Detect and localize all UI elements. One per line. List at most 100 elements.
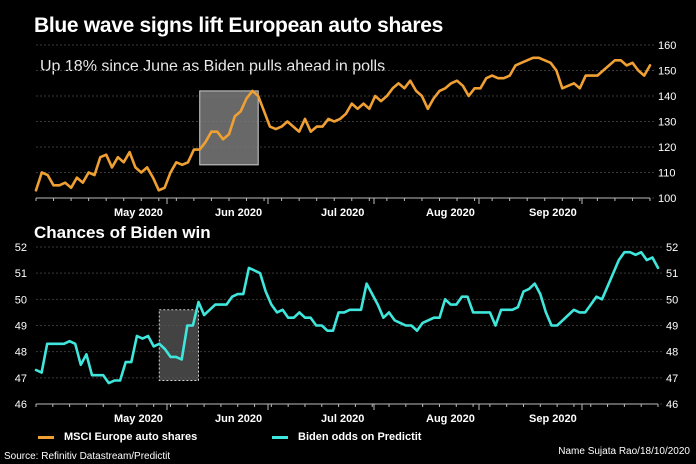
lower-data-point bbox=[489, 311, 491, 313]
upper-data-point bbox=[117, 156, 119, 158]
upper-data-point bbox=[608, 64, 610, 66]
upper-data-point bbox=[123, 161, 125, 163]
lower-x-tick-label: Jul 2020 bbox=[321, 413, 364, 425]
lower-data-point bbox=[360, 309, 362, 311]
upper-data-point bbox=[643, 75, 645, 77]
lower-data-point bbox=[567, 314, 569, 316]
upper-data-point bbox=[339, 118, 341, 120]
upper-data-point bbox=[175, 161, 177, 163]
upper-data-point bbox=[146, 166, 148, 168]
lower-data-point bbox=[237, 293, 239, 295]
lower-data-point bbox=[231, 296, 233, 298]
lower-data-point bbox=[405, 325, 407, 327]
upper-data-point bbox=[310, 131, 312, 133]
upper-data-point bbox=[187, 161, 189, 163]
lower-y-tick-label-left: 49 bbox=[15, 321, 27, 333]
legend-swatch-orange bbox=[38, 435, 54, 439]
upper-x-tick-label: Aug 2020 bbox=[426, 207, 475, 219]
lower-data-point bbox=[321, 325, 323, 327]
lower-data-point bbox=[85, 353, 87, 355]
lower-data-point bbox=[444, 298, 446, 300]
upper-data-point bbox=[374, 95, 376, 97]
upper-data-point bbox=[515, 64, 517, 66]
upper-data-point bbox=[380, 100, 382, 102]
lower-data-point bbox=[186, 325, 188, 327]
lower-data-point bbox=[74, 343, 76, 345]
lower-data-point bbox=[130, 361, 132, 363]
lower-data-point bbox=[326, 330, 328, 332]
lower-y-tick-label: 50 bbox=[666, 294, 678, 306]
lower-y-tick-label-left: 46 bbox=[15, 399, 27, 411]
lower-data-point bbox=[388, 311, 390, 313]
lower-data-point bbox=[399, 322, 401, 324]
lower-data-point bbox=[556, 325, 558, 327]
upper-data-point bbox=[263, 110, 265, 112]
lower-data-point bbox=[97, 374, 99, 376]
upper-data-point bbox=[620, 59, 622, 61]
upper-data-point bbox=[193, 149, 195, 151]
upper-data-point bbox=[64, 182, 66, 184]
lower-data-point bbox=[528, 288, 530, 290]
lower-y-tick-label-left: 52 bbox=[15, 242, 27, 254]
lower-y-tick-label: 47 bbox=[666, 373, 678, 385]
lower-data-point bbox=[422, 322, 424, 324]
upper-highlight-box bbox=[199, 90, 259, 166]
upper-data-point bbox=[228, 133, 230, 135]
lower-data-point bbox=[226, 304, 228, 306]
upper-data-point bbox=[269, 126, 271, 128]
lower-data-point bbox=[595, 296, 597, 298]
upper-data-point bbox=[292, 126, 294, 128]
upper-data-point bbox=[181, 164, 183, 166]
lower-data-point bbox=[338, 311, 340, 313]
lower-x-tick-label: Sep 2020 bbox=[529, 413, 577, 425]
lower-data-point bbox=[534, 283, 536, 285]
lower-data-point bbox=[478, 311, 480, 313]
lower-data-point bbox=[198, 301, 200, 303]
lower-data-point bbox=[511, 309, 513, 311]
lower-data-point bbox=[298, 311, 300, 313]
upper-data-point bbox=[351, 103, 353, 105]
upper-data-point bbox=[450, 82, 452, 84]
upper-data-point bbox=[479, 87, 481, 89]
lower-data-point bbox=[175, 356, 177, 358]
upper-y-tick-label: 100 bbox=[658, 193, 676, 205]
lower-data-point bbox=[52, 343, 54, 345]
lower-data-point bbox=[108, 382, 110, 384]
lower-data-point bbox=[142, 338, 144, 340]
lower-data-point bbox=[562, 319, 564, 321]
upper-data-point bbox=[199, 149, 201, 151]
lower-highlight-box bbox=[158, 309, 200, 381]
lower-data-point bbox=[629, 251, 631, 253]
upper-data-point bbox=[409, 80, 411, 82]
upper-data-point bbox=[614, 59, 616, 61]
lower-data-point bbox=[607, 285, 609, 287]
lower-data-point bbox=[410, 325, 412, 327]
lower-data-point bbox=[41, 372, 43, 374]
lower-data-point bbox=[282, 309, 284, 311]
upper-data-point bbox=[363, 103, 365, 105]
legend-item-auto-shares: MSCI Europe auto shares bbox=[38, 431, 197, 443]
lower-data-point bbox=[584, 311, 586, 313]
upper-data-point bbox=[491, 75, 493, 77]
upper-data-point bbox=[164, 187, 166, 189]
lower-data-point bbox=[63, 343, 65, 345]
lower-data-point bbox=[523, 291, 525, 293]
lower-data-point bbox=[439, 317, 441, 319]
upper-data-point bbox=[99, 156, 101, 158]
upper-y-tick-label: 160 bbox=[658, 40, 676, 52]
lower-data-point bbox=[343, 311, 345, 313]
upper-data-point bbox=[596, 75, 598, 77]
upper-x-tick-label: Jun 2020 bbox=[215, 207, 262, 219]
upper-data-point bbox=[216, 131, 218, 133]
upper-data-point bbox=[538, 57, 540, 59]
upper-data-point bbox=[246, 98, 248, 100]
upper-data-point bbox=[333, 121, 335, 123]
upper-data-point bbox=[573, 82, 575, 84]
lower-data-point bbox=[91, 374, 93, 376]
lower-data-point bbox=[220, 304, 222, 306]
lower-data-point bbox=[382, 317, 384, 319]
lower-chart-title: Chances of Biden win bbox=[34, 223, 211, 242]
lower-data-point bbox=[270, 304, 272, 306]
lower-data-point bbox=[354, 309, 356, 311]
upper-data-point bbox=[53, 184, 55, 186]
